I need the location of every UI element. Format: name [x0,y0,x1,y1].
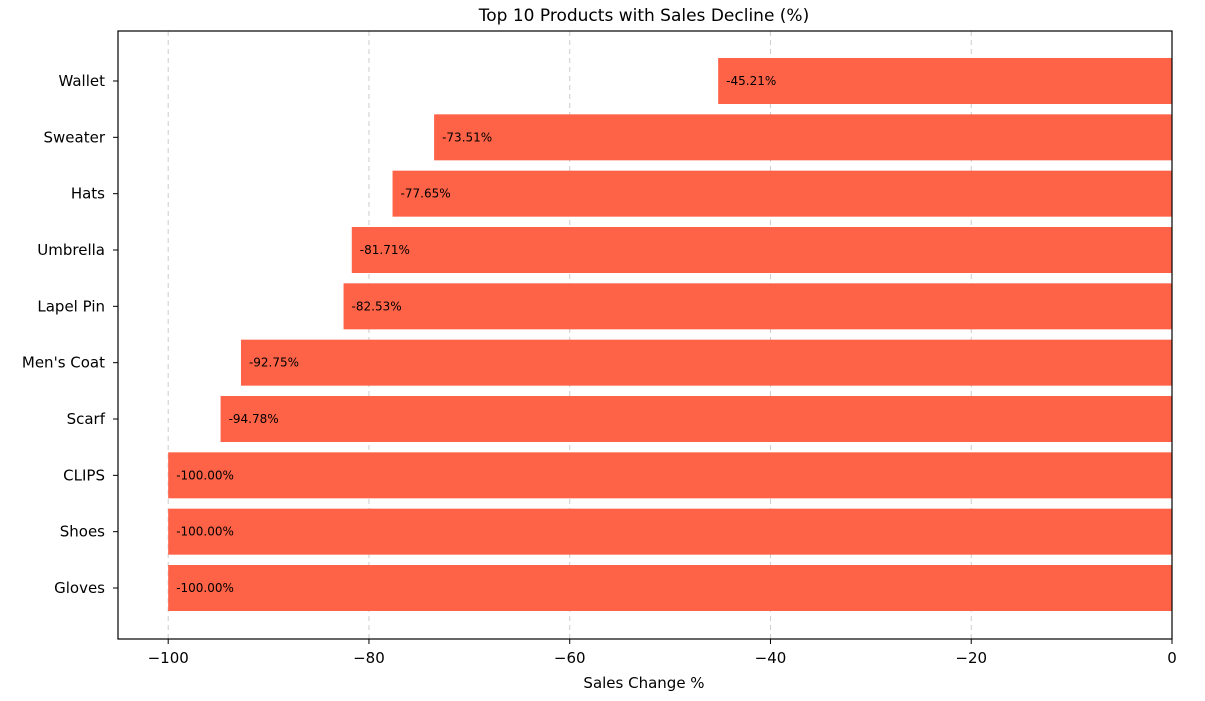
chart-title: Top 10 Products with Sales Decline (%) [478,6,809,26]
y-tick-label: Shoes [60,523,105,541]
bar-sweater [434,114,1172,161]
data-labels: -45.21% -73.51% -77.65% -81.71% -82.53% -92.7… [176,74,776,595]
bar-shoes [168,508,1172,555]
y-tick-label: Wallet [58,72,105,90]
bar-hats [392,170,1173,217]
data-label: -100.00% [176,525,234,539]
data-label: -77.65% [401,187,451,201]
data-label: -94.78% [229,412,279,426]
data-label: -81.71% [360,243,410,257]
data-label: -92.75% [249,356,299,370]
x-tick-label: −100 [148,649,189,667]
bar-umbrella [351,227,1172,273]
x-axis-ticks: −100 −80 −60 −40 −20 0 [148,639,1177,667]
x-axis-label: Sales Change % [583,674,704,692]
y-tick-label: Lapel Pin [37,297,105,315]
x-tick-label: 0 [1167,649,1177,667]
bar-gloves [168,565,1172,611]
y-tick-label: Men's Coat [22,354,105,372]
y-axis-ticks: Wallet Sweater Hats Umbrella Lapel Pin Men's … [22,72,118,597]
data-label: -82.53% [352,299,402,313]
y-tick-label: CLIPS [63,466,105,484]
x-tick-label: −20 [955,649,987,667]
x-tick-label: −80 [353,649,385,667]
bars [168,58,1173,611]
y-tick-label: Gloves [54,579,105,597]
data-label: -100.00% [176,581,234,595]
y-tick-label: Hats [71,185,105,203]
bar-lapel-pin [343,283,1172,330]
data-label: -100.00% [176,468,234,482]
bar-scarf [220,396,1172,442]
plot-frame [117,30,1173,640]
data-label: -45.21% [726,74,776,88]
data-label: -73.51% [442,130,492,144]
x-tick-label: −60 [554,649,586,667]
x-tick-label: −40 [755,649,787,667]
y-tick-label: Scarf [67,410,106,428]
y-tick-label: Umbrella [37,241,105,259]
y-tick-label: Sweater [44,128,106,146]
bar-men-s-coat [240,339,1172,386]
bar-wallet [718,58,1172,104]
bar-clips [168,452,1172,499]
